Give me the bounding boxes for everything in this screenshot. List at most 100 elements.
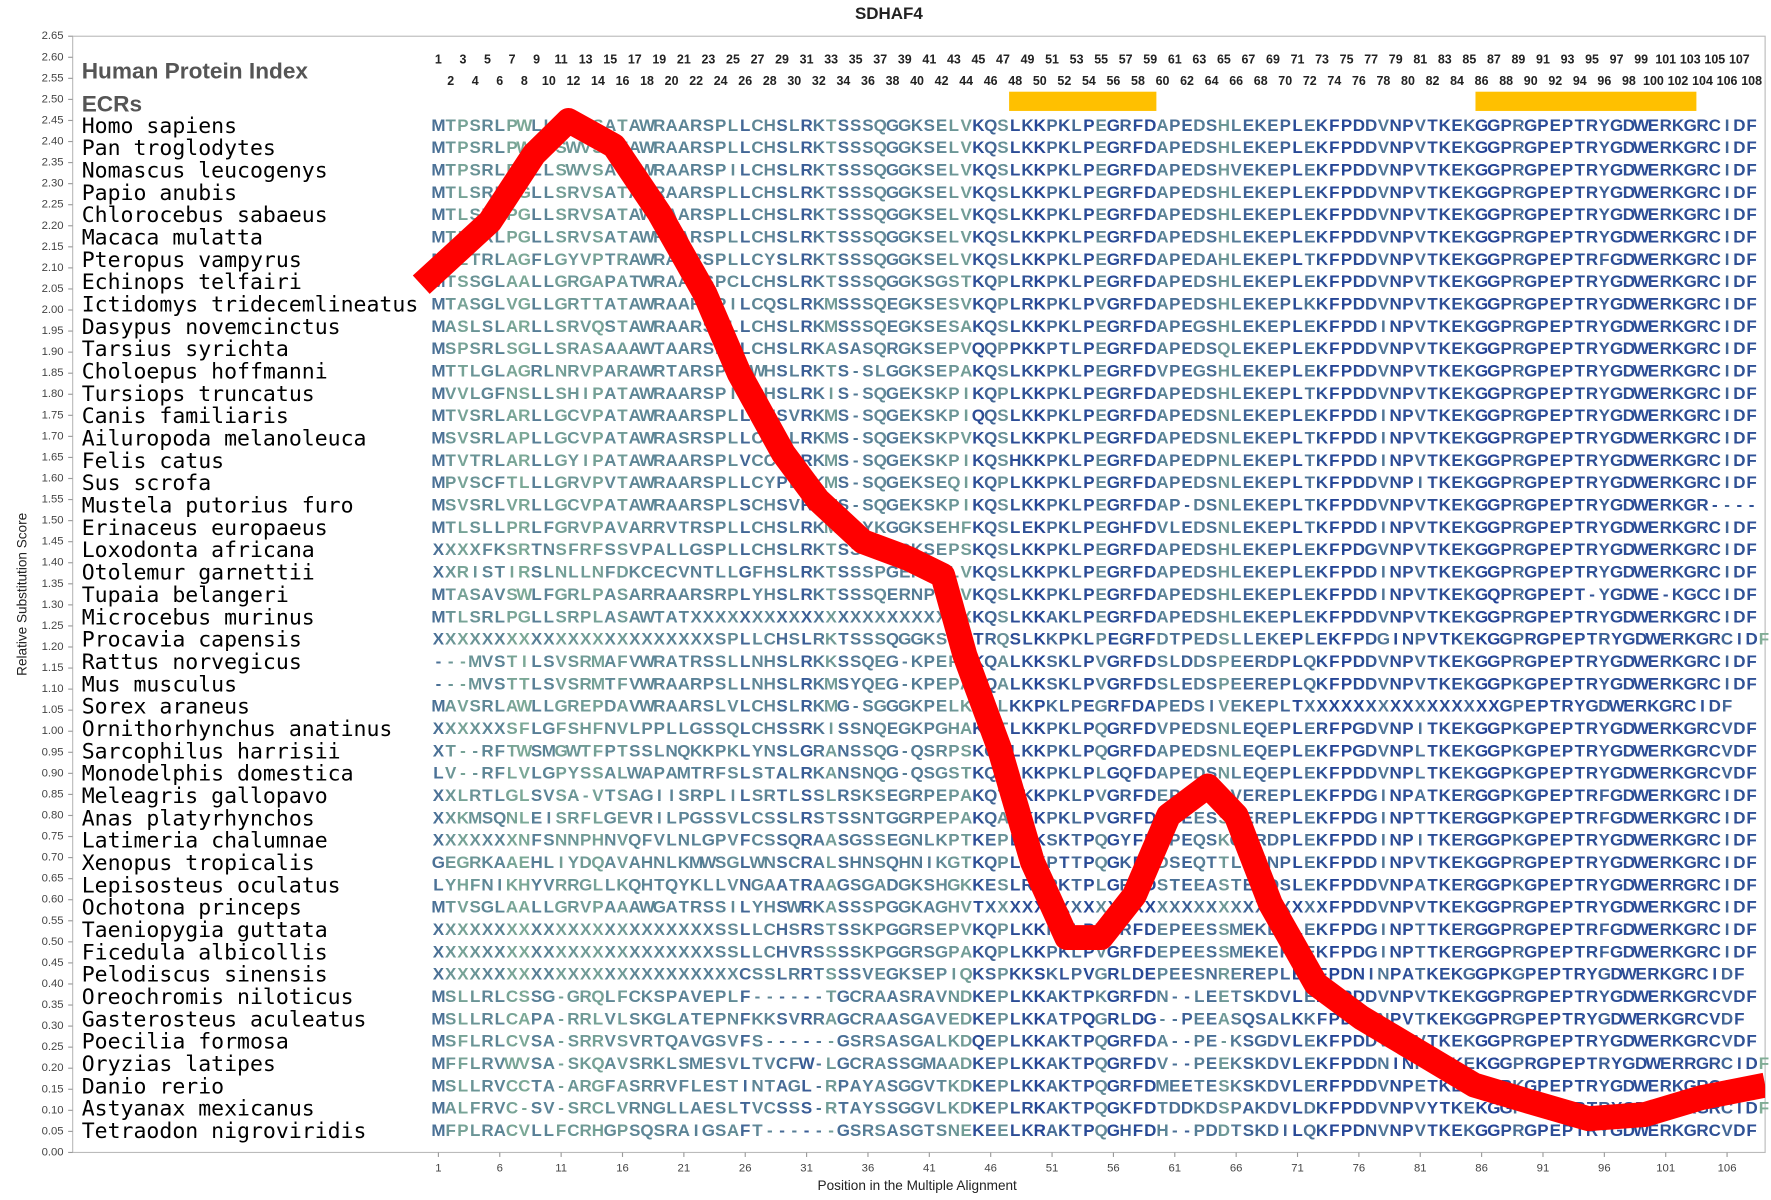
residue: E — [1267, 139, 1278, 158]
residue: G — [1487, 228, 1500, 247]
residue: K — [1439, 563, 1452, 582]
residue: L — [507, 764, 517, 783]
residue: X — [470, 719, 482, 738]
species-name: Xenopus tropicalis — [82, 851, 315, 876]
residue: P — [776, 474, 787, 493]
residue: K — [1058, 384, 1071, 403]
residue: S — [494, 652, 505, 671]
residue: L — [531, 206, 541, 225]
residue: T — [691, 764, 702, 783]
residue: T — [617, 183, 628, 202]
residue: S — [985, 965, 996, 984]
residue: M — [1229, 921, 1243, 940]
residue: R — [1696, 384, 1708, 403]
residue: R — [1512, 116, 1524, 135]
residue: W — [639, 608, 655, 627]
residue: W — [1633, 742, 1649, 761]
residue: E — [1267, 116, 1278, 135]
residue: A — [629, 496, 641, 515]
residue: D — [1353, 786, 1365, 805]
residue: V — [936, 1010, 948, 1029]
residue: P — [1537, 764, 1548, 783]
residue: V — [580, 206, 592, 225]
residue: L — [1292, 474, 1302, 493]
residue: K — [813, 228, 826, 247]
residue: K — [1316, 340, 1329, 359]
residue: X — [494, 719, 506, 738]
residue: G — [1696, 630, 1709, 649]
residue: P — [1562, 161, 1573, 180]
residue: Y — [1599, 384, 1611, 403]
residue: E — [899, 429, 910, 448]
residue: X — [457, 921, 469, 940]
residue: R — [1696, 206, 1708, 225]
residue: G — [1487, 317, 1500, 336]
residue: I — [1209, 697, 1214, 716]
residue: T — [445, 585, 456, 604]
residue: S — [703, 362, 714, 381]
residue: G — [935, 719, 948, 738]
residue: - — [1184, 1032, 1190, 1051]
residue: K — [1316, 139, 1329, 158]
residue: L — [1292, 719, 1302, 738]
residue: D — [1144, 183, 1156, 202]
residue: L — [740, 630, 750, 649]
residue: X — [985, 898, 997, 917]
residue: P — [1537, 876, 1548, 895]
residue: T — [630, 273, 641, 292]
residue: S — [997, 317, 1008, 336]
residue: E — [1304, 1032, 1315, 1051]
residue: D — [1353, 809, 1365, 828]
residue: S — [850, 206, 861, 225]
residue: K — [813, 675, 826, 694]
residue: P — [1280, 719, 1291, 738]
residue: E — [1095, 608, 1106, 627]
residue: P — [715, 273, 726, 292]
residue: K — [972, 585, 985, 604]
residue: T — [1427, 675, 1438, 694]
residue: - — [436, 652, 442, 671]
residue: E — [1095, 206, 1106, 225]
residue: D — [1365, 228, 1377, 247]
residue: L — [789, 429, 799, 448]
residue: - — [1737, 496, 1743, 515]
residue: L — [801, 630, 811, 649]
residue: K — [972, 183, 985, 202]
residue: P — [1083, 742, 1094, 761]
residue: H — [764, 898, 776, 917]
residue: K — [1316, 518, 1329, 537]
residue: S — [470, 898, 481, 917]
residue: P — [1500, 853, 1511, 872]
residue: R — [1586, 429, 1598, 448]
residue: S — [555, 139, 566, 158]
residue: E — [936, 228, 947, 247]
residue: K — [1475, 630, 1488, 649]
residue: F — [531, 831, 541, 850]
residue: S — [850, 1032, 861, 1051]
residue: L — [495, 295, 505, 314]
residue: D — [1365, 518, 1377, 537]
residue: L — [1071, 317, 1081, 336]
residue: R — [1512, 474, 1524, 493]
residue: E — [1181, 943, 1192, 962]
residue: K — [972, 273, 985, 292]
residue: T — [445, 139, 456, 158]
residue: R — [886, 340, 898, 359]
residue: - — [791, 988, 797, 1007]
residue: S — [862, 742, 873, 761]
residue: R — [481, 139, 493, 158]
residue: E — [1648, 362, 1659, 381]
residue: V — [1415, 496, 1427, 515]
residue: E — [1243, 228, 1254, 247]
residue: Y — [1586, 1010, 1598, 1029]
residue: P — [1562, 585, 1573, 604]
residue: V — [605, 474, 617, 493]
ecr-bar — [1475, 91, 1697, 111]
residue: A — [874, 876, 886, 895]
residue: G — [886, 407, 899, 426]
residue: K — [1021, 563, 1034, 582]
residue: Q — [984, 853, 997, 872]
residue: V — [580, 898, 592, 917]
residue: X — [445, 943, 457, 962]
residue: S — [862, 496, 873, 515]
